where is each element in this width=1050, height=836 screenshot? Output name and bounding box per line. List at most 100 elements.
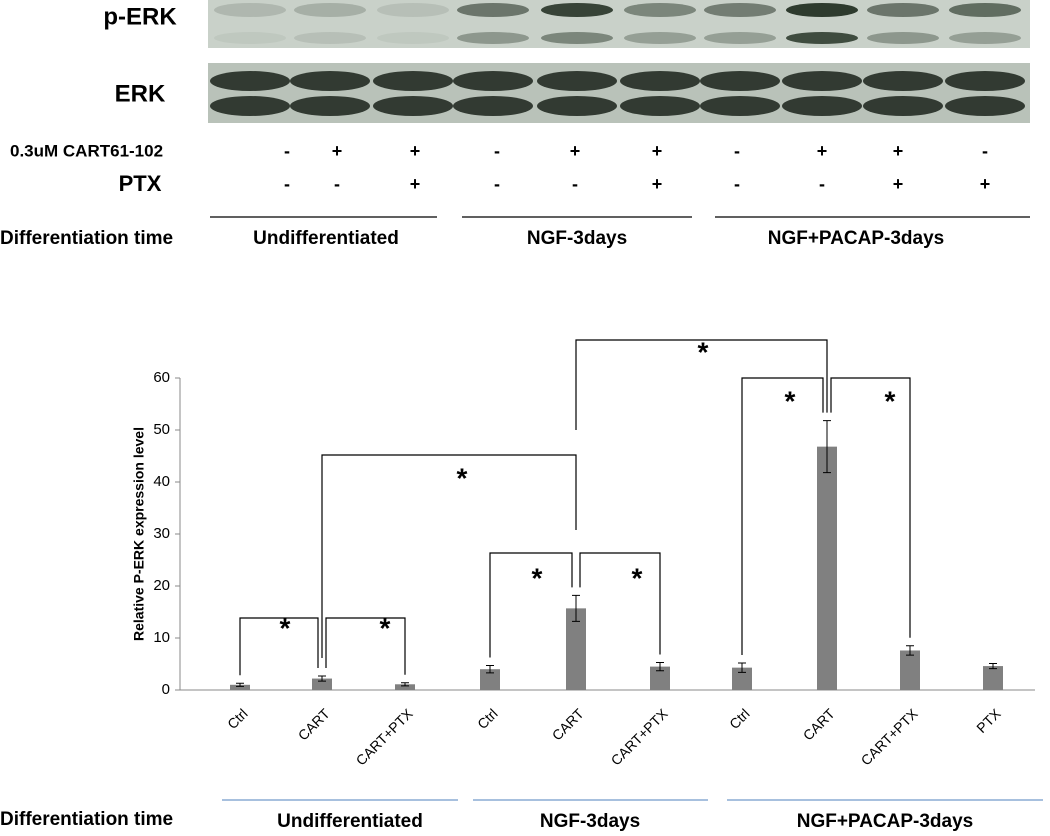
error-bar [989, 662, 997, 670]
significance-bracket [830, 377, 911, 638]
band [786, 3, 858, 17]
group-title: Differentiation time [0, 228, 173, 249]
blot-label: ERK [115, 80, 166, 107]
treatment-sign: - [494, 174, 500, 194]
x-tick-label: CART [295, 705, 333, 743]
treatment-label: 0.3uM CART61-102 [10, 141, 163, 160]
error-bar [823, 420, 831, 474]
bar [312, 678, 332, 690]
significance-bracket [579, 552, 661, 655]
x-tick-label: CART [549, 705, 587, 743]
error-bar [738, 662, 746, 673]
group-label: NGF-3days [527, 228, 627, 249]
x-tick-label: CART+PTX [353, 705, 417, 769]
x-tick-label: CART [800, 705, 838, 743]
treatment-sign: - [572, 174, 578, 194]
y-tick-label: 60 [153, 369, 170, 386]
band [782, 96, 862, 116]
significance-star: * [380, 612, 391, 643]
significance-star: * [885, 385, 896, 416]
treatment-sign: - [734, 141, 740, 161]
significance-star: * [457, 462, 468, 493]
bar [817, 446, 837, 690]
treatment-label: PTX [119, 171, 162, 196]
band [453, 96, 533, 116]
bar [650, 666, 670, 690]
band [945, 71, 1025, 91]
treatment-sign: + [817, 141, 828, 161]
group-title: Differentiation time [0, 809, 173, 830]
band [537, 96, 617, 116]
band [624, 32, 696, 44]
error-bar [318, 675, 326, 682]
treatment-sign: + [332, 141, 343, 161]
band [537, 71, 617, 91]
treatment-sign: - [494, 141, 500, 161]
error-bar [572, 594, 580, 622]
significance-bracket [239, 617, 319, 676]
treatment-sign: + [410, 141, 421, 161]
significance-bracket [325, 617, 406, 675]
x-tick-label: CART+PTX [858, 705, 922, 769]
band [945, 96, 1025, 116]
band [704, 3, 776, 17]
band [373, 71, 453, 91]
treatment-sign: + [980, 174, 991, 194]
x-tick-label: Ctrl [474, 705, 501, 732]
x-tick-label: Ctrl [726, 705, 753, 732]
significance-star: * [532, 562, 543, 593]
band [541, 32, 613, 44]
y-tick-label: 30 [153, 525, 170, 542]
significance-bracket [321, 454, 577, 658]
error-bar [401, 682, 409, 687]
band [453, 71, 533, 91]
band [294, 32, 366, 44]
treatment-sign: + [570, 141, 581, 161]
bar [480, 669, 500, 690]
bar [983, 666, 1003, 690]
band [863, 96, 943, 116]
group-label: Undifferentiated [253, 228, 399, 249]
band [290, 71, 370, 91]
band [214, 3, 286, 17]
band [700, 96, 780, 116]
y-tick-label: 10 [153, 629, 170, 646]
blot-label: p-ERK [103, 3, 177, 30]
group-label: NGF-3days [540, 811, 640, 832]
band [949, 3, 1021, 17]
group-label: NGF+PACAP-3days [797, 811, 974, 832]
band [541, 3, 613, 17]
band [620, 96, 700, 116]
band [377, 3, 449, 17]
y-axis-label: Relative P-ERK expression level [131, 427, 147, 641]
error-bar [656, 661, 664, 672]
band [867, 32, 939, 44]
significance-star: * [698, 336, 709, 367]
treatment-sign: + [652, 174, 663, 194]
significance-star: * [280, 612, 291, 643]
bar [900, 650, 920, 690]
treatment-sign: - [284, 141, 290, 161]
band [290, 96, 370, 116]
band [377, 32, 449, 44]
y-tick-label: 40 [153, 473, 170, 490]
significance-bracket [575, 339, 828, 430]
band [457, 3, 529, 17]
error-bar [236, 682, 244, 687]
band [214, 32, 286, 44]
band [863, 71, 943, 91]
group-label: NGF+PACAP-3days [768, 228, 945, 249]
band [620, 71, 700, 91]
band [949, 32, 1021, 44]
group-label: Undifferentiated [277, 811, 423, 832]
treatment-sign: - [819, 174, 825, 194]
bar [732, 667, 752, 690]
treatment-sign: + [652, 141, 663, 161]
band [624, 3, 696, 17]
bar [230, 684, 250, 690]
x-tick-label: CART+PTX [608, 705, 672, 769]
bar [566, 608, 586, 690]
bar [395, 684, 415, 690]
